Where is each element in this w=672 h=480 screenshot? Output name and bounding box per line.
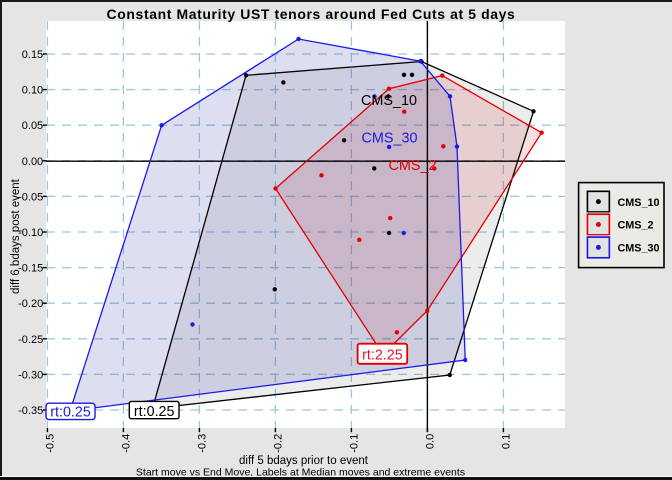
- svg-text:-0.2: -0.2: [272, 434, 284, 453]
- svg-text:CMS_30: CMS_30: [362, 131, 418, 147]
- svg-text:0.10: 0.10: [22, 85, 43, 97]
- svg-text:CMS_10: CMS_10: [618, 197, 660, 209]
- svg-text:0.05: 0.05: [22, 120, 43, 132]
- svg-text:-0.3: -0.3: [196, 434, 208, 453]
- svg-text:-0.20: -0.20: [18, 298, 43, 310]
- svg-text:rt:2.25: rt:2.25: [362, 347, 403, 363]
- svg-text:CMS_2: CMS_2: [618, 220, 654, 232]
- svg-text:-0.15: -0.15: [18, 263, 43, 275]
- svg-text:CMS_10: CMS_10: [361, 93, 417, 109]
- svg-text:diff 5 bdays prior to event: diff 5 bdays prior to event: [239, 455, 369, 467]
- svg-text:0.15: 0.15: [22, 49, 43, 61]
- svg-text:0.1: 0.1: [500, 434, 512, 449]
- svg-text:Start move vs End Move, Labels: Start move vs End Move, Labels at Median…: [136, 467, 465, 479]
- svg-text:-0.05: -0.05: [18, 191, 43, 203]
- svg-text:-0.25: -0.25: [18, 334, 43, 346]
- svg-text:-0.35: -0.35: [18, 405, 43, 417]
- svg-text:-0.5: -0.5: [44, 434, 56, 453]
- svg-text:rt:0.25: rt:0.25: [134, 404, 175, 420]
- svg-text:rt:0.25: rt:0.25: [50, 405, 91, 421]
- svg-text:diff 6 bdays post event: diff 6 bdays post event: [10, 178, 22, 294]
- svg-text:-0.1: -0.1: [348, 434, 360, 453]
- svg-text:Constant Maturity UST tenors a: Constant Maturity UST tenors around Fed …: [107, 6, 516, 22]
- svg-text:-0.10: -0.10: [18, 227, 43, 239]
- svg-text:-0.4: -0.4: [120, 434, 132, 453]
- svg-text:CMS_30: CMS_30: [618, 243, 660, 255]
- svg-text:0.00: 0.00: [22, 156, 43, 168]
- svg-text:0.0: 0.0: [424, 434, 436, 449]
- svg-text:CMS_2: CMS_2: [389, 158, 437, 174]
- svg-text:-0.30: -0.30: [18, 369, 43, 381]
